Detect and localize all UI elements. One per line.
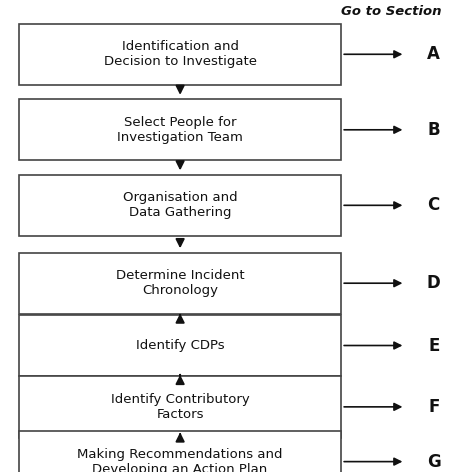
Text: Identify Contributory
Factors: Identify Contributory Factors: [111, 393, 249, 421]
Text: Identify CDPs: Identify CDPs: [136, 339, 224, 352]
Text: A: A: [427, 45, 440, 63]
Bar: [19, 431, 341, 472]
Text: B: B: [428, 121, 440, 139]
Text: Organisation and
Data Gathering: Organisation and Data Gathering: [123, 191, 237, 219]
Text: Determine Incident
Chronology: Determine Incident Chronology: [116, 269, 245, 297]
Bar: [19, 253, 341, 314]
Text: Select People for
Investigation Team: Select People for Investigation Team: [117, 116, 243, 144]
Text: E: E: [428, 337, 439, 354]
Bar: [19, 99, 341, 160]
Text: Identification and
Decision to Investigate: Identification and Decision to Investiga…: [104, 40, 256, 68]
Text: F: F: [428, 398, 439, 416]
Bar: [19, 315, 341, 376]
Bar: [19, 376, 341, 438]
Bar: [19, 24, 341, 85]
Text: D: D: [427, 274, 441, 292]
Text: G: G: [427, 453, 441, 471]
Bar: [19, 175, 341, 236]
Text: Go to Section: Go to Section: [341, 5, 441, 18]
Text: C: C: [428, 196, 440, 214]
Text: Making Recommendations and
Developing an Action Plan: Making Recommendations and Developing an…: [77, 447, 283, 472]
